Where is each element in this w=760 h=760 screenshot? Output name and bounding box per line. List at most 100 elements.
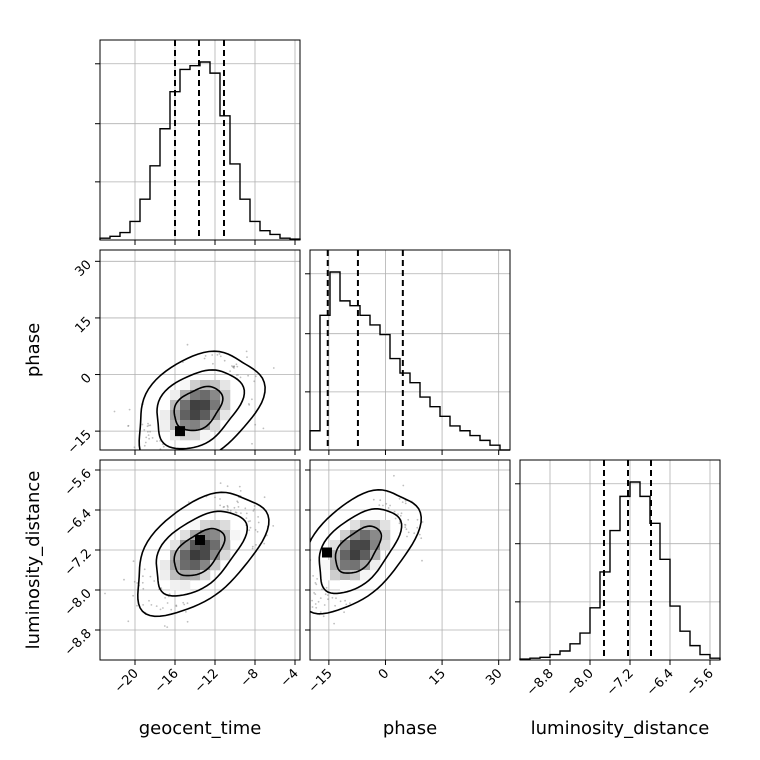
sample-point [405,528,408,531]
sample-point [280,546,282,548]
sample-point [302,541,304,543]
sample-point [311,599,313,602]
density-cell [380,530,391,541]
sample-point [148,437,151,440]
density-cell [370,550,381,561]
sample-point [378,504,381,506]
sample-point [397,513,399,515]
density-cell [380,540,391,551]
sample-point [136,604,138,607]
sample-point [314,582,317,584]
sample-point [402,484,405,487]
xtick-label-phase-0: −15 [306,666,336,696]
density-cell [180,540,191,551]
density-cell [160,570,171,581]
sample-point [149,430,152,433]
sample-point [302,581,304,583]
sample-point [325,586,328,589]
sample-point [235,363,238,366]
density-cell [200,520,211,531]
sample-point [236,365,239,368]
sample-point [239,490,242,492]
joint-geocent_time_vs_luminosity_distance-mode [195,535,205,545]
density-cell [370,540,381,551]
sample-point [247,520,250,523]
sample-point [398,522,401,525]
sample-point [188,465,190,467]
sample-point [248,529,251,532]
density-cell [160,420,171,431]
sample-point [256,530,259,533]
sample-point [272,367,275,369]
sample-point [255,544,257,546]
sample-point [321,588,323,591]
sample-point [312,575,314,577]
sample-point [240,512,242,514]
sample-point [127,425,129,427]
hist-geocent_time-frame [99,39,301,241]
xtick-label-geocent_time-4: −4 [278,666,302,690]
ytick-label-luminosity_distance-1: −8.0 [62,586,95,619]
sample-point [132,594,135,597]
sample-point [169,451,171,453]
density-cell [220,380,231,391]
density-cell [350,520,361,531]
density-cell [220,540,231,551]
sample-point [257,521,260,524]
sample-point [387,507,390,509]
sample-point [289,559,291,561]
sample-point [186,602,189,605]
density-cell [180,580,191,591]
sample-point [239,376,242,379]
density-cell [200,560,211,571]
sample-point [183,494,185,496]
density-cell [200,390,211,401]
sample-point [314,603,317,605]
density-cell [220,390,231,401]
sample-point [247,374,250,377]
sample-point [418,533,421,536]
sample-point [142,575,144,578]
sample-point [147,422,149,425]
sample-point [226,485,229,488]
sample-point [223,505,226,508]
sample-point [331,596,334,599]
density-cell [210,520,221,531]
joint-geocent_time_vs_phase-contour-3sigma [138,350,266,450]
xtick-label-luminosity_distance-0: −8.8 [524,666,557,699]
sample-point [163,451,165,453]
xlabel-geocent-time: geocent_time [139,718,262,739]
density-cell [360,540,371,551]
density-cell [210,390,221,401]
sample-point [219,504,222,507]
sample-point [148,599,150,602]
density-cell [190,430,201,441]
sample-point [263,542,266,545]
sample-point [143,444,146,447]
sample-point [183,456,185,458]
joint-geocent_time_vs_phase-contour-2sigma [156,369,246,450]
sample-point [379,499,382,502]
sample-point [345,603,348,606]
sample-point [245,350,248,353]
sample-point [344,599,346,602]
joint-phase_vs_luminosity_distance-density [320,510,391,591]
sample-point [413,532,416,535]
density-cell [370,560,381,571]
sample-point [251,545,254,548]
density-cell [220,410,231,421]
density-cell [210,400,221,411]
sample-point [302,546,304,548]
sample-point [127,620,130,623]
density-cell [350,560,361,571]
sample-point [316,578,318,580]
sample-point [148,424,150,427]
sample-point [253,380,256,383]
sample-point [132,560,135,563]
density-cell [180,410,191,421]
density-cell [180,530,191,541]
sample-point [326,594,329,596]
sample-point [421,559,423,562]
sample-point [322,615,325,618]
sample-point [263,496,266,499]
